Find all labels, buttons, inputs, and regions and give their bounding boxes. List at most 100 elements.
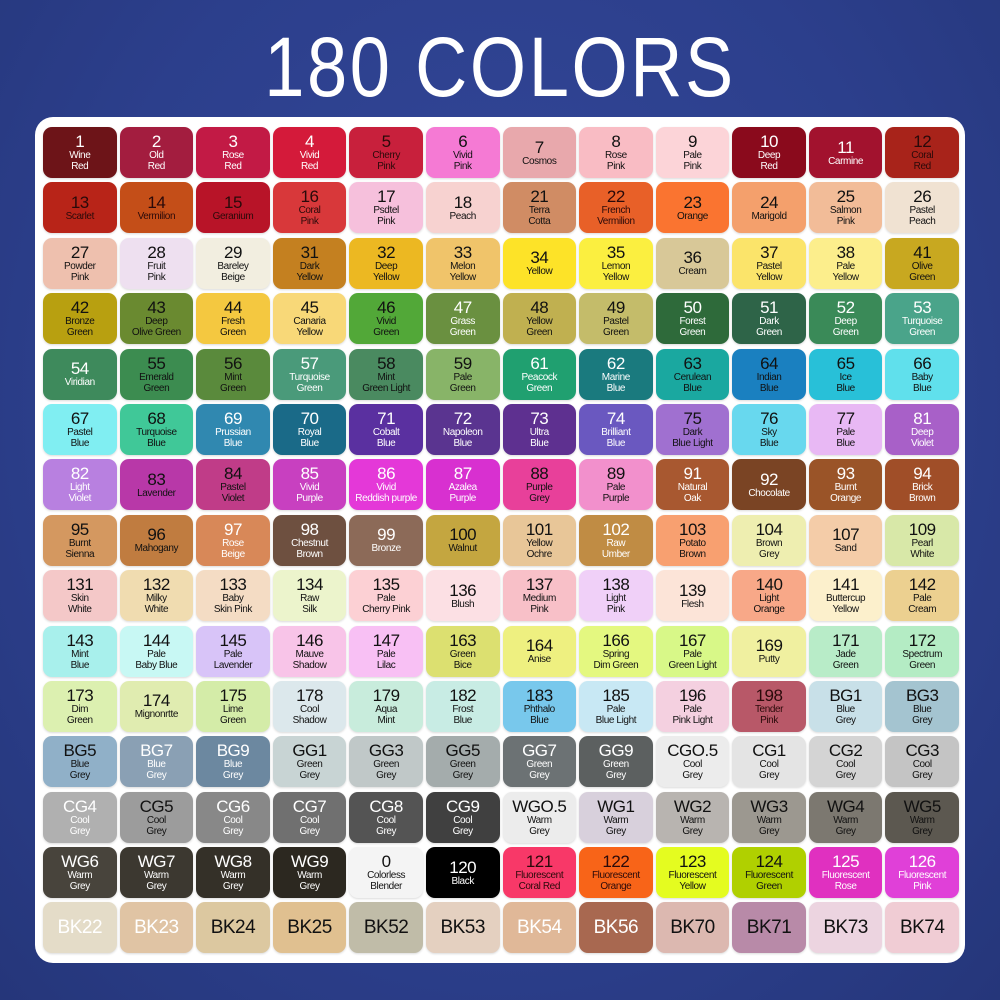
color-swatch: 182 Frost Blue bbox=[425, 680, 500, 732]
color-swatch: 141 Buttercup Yellow bbox=[808, 570, 883, 622]
color-swatch: 121 Fluorescent Coral Red bbox=[502, 847, 577, 899]
color-swatch: 82 Light Violet bbox=[43, 459, 117, 511]
color-swatch: 7 Cosmos bbox=[502, 127, 577, 178]
color-swatch: 43 Deep Olive Green bbox=[119, 293, 194, 345]
swatch-name: Mint Blue bbox=[70, 648, 90, 671]
color-swatch: 63 Cerulean Blue bbox=[655, 348, 730, 400]
color-swatch: 38 Pale Yellow bbox=[808, 237, 883, 289]
swatch-name: Scarlet bbox=[65, 210, 95, 222]
swatch-name: Fluorescent Green bbox=[745, 870, 793, 893]
color-swatch: 9 Pale Pink bbox=[655, 127, 730, 178]
swatch-code: BK53 bbox=[440, 916, 485, 938]
color-swatch: 175 Lime Green bbox=[196, 680, 270, 732]
swatch-code: 138 bbox=[602, 575, 630, 595]
swatch-name: Blue Grey bbox=[222, 759, 243, 782]
swatch-name: Ice Blue bbox=[836, 371, 855, 394]
swatch-code: 52 bbox=[836, 298, 855, 318]
swatch-code: 29 bbox=[223, 242, 242, 262]
swatch-code: CG7 bbox=[292, 796, 327, 816]
swatch-name: Pale Blue bbox=[836, 426, 855, 449]
swatch-code: 37 bbox=[760, 242, 778, 262]
swatch-code: CGO.5 bbox=[667, 741, 718, 761]
swatch-name: Vivid Green bbox=[373, 316, 400, 339]
color-swatch: 163 Green Bice bbox=[425, 625, 500, 677]
color-swatch: BK24 bbox=[196, 902, 270, 954]
color-swatch: 25 Salmon Pink bbox=[808, 182, 883, 234]
swatch-code: 96 bbox=[147, 525, 166, 545]
color-swatch: 5 Cherry Pink bbox=[349, 127, 423, 178]
swatch-code: 85 bbox=[300, 464, 319, 484]
swatch-name: Medium Pink bbox=[522, 593, 557, 616]
swatch-name: Aqua Mint bbox=[375, 703, 397, 726]
color-swatch: BK52 bbox=[349, 902, 423, 954]
swatch-code: 7 bbox=[534, 137, 544, 157]
swatch-code: CG1 bbox=[752, 741, 786, 761]
swatch-name: Mauve Shadow bbox=[292, 648, 327, 671]
swatch-name: Dim Green bbox=[66, 703, 93, 726]
swatch-code: BK52 bbox=[363, 916, 409, 938]
color-swatch: 64 Indian Blue bbox=[732, 348, 806, 400]
swatch-code: 142 bbox=[908, 575, 936, 595]
swatch-code: 178 bbox=[296, 685, 323, 705]
swatch-name: Milky White bbox=[144, 593, 169, 616]
swatch-code: 121 bbox=[525, 852, 553, 872]
color-swatch: CG8 Cool Grey bbox=[349, 791, 423, 843]
color-swatch: 147 Pale Lilac bbox=[349, 625, 423, 677]
swatch-name: Blue Grey bbox=[146, 759, 167, 782]
swatch-name: Pale Pink Light bbox=[672, 703, 713, 726]
swatch-name: Burnt Orange bbox=[830, 482, 862, 505]
swatch-code: 174 bbox=[142, 691, 170, 711]
swatch-name: Emerald Green bbox=[139, 371, 174, 394]
swatch-name: Fluorescent Orange bbox=[591, 870, 640, 893]
color-swatch: 173 Dim Green bbox=[43, 680, 117, 732]
color-swatch: BG7 Blue Grey bbox=[119, 736, 194, 788]
swatch-code: 65 bbox=[836, 353, 855, 373]
swatch-name: Warm Grey bbox=[220, 870, 246, 893]
swatch-name: Vivid Pink bbox=[452, 150, 473, 172]
color-swatch: CG9 Cool Grey bbox=[425, 791, 500, 843]
swatch-code: 32 bbox=[377, 242, 396, 262]
color-swatch: 51 Dark Green bbox=[732, 293, 806, 345]
color-swatch: BK23 bbox=[119, 902, 194, 954]
swatch-name: Green Grey bbox=[526, 759, 553, 782]
swatch-code: 16 bbox=[300, 187, 319, 207]
swatch-name: Bareley Beige bbox=[217, 260, 249, 283]
swatch-name: Black bbox=[451, 875, 474, 887]
color-swatch: 131 Skin White bbox=[43, 570, 117, 622]
color-swatch: 86 Vivid Reddish purple bbox=[349, 459, 423, 511]
swatch-name: Fluorescent Rose bbox=[821, 870, 870, 893]
color-swatch: 132 Milky White bbox=[119, 570, 194, 622]
swatch-code: 87 bbox=[453, 464, 472, 484]
color-swatch: 126 Fluorescent Pink bbox=[885, 847, 959, 899]
swatch-name: Natural Oak bbox=[677, 482, 708, 505]
color-swatch: 28 Fruit Pink bbox=[119, 237, 194, 289]
swatch-code: 86 bbox=[377, 464, 396, 484]
color-swatch: 143 Mint Blue bbox=[43, 625, 117, 677]
color-swatch: 13 Scarlet bbox=[43, 182, 117, 234]
swatch-name: Rose Red bbox=[222, 150, 244, 172]
swatch-code: 183 bbox=[525, 685, 553, 705]
swatch-code: 17 bbox=[377, 187, 396, 207]
swatch-code: BK70 bbox=[670, 916, 715, 938]
swatch-name: Warm Grey bbox=[603, 814, 629, 837]
swatch-name: Vivid Red bbox=[299, 150, 320, 172]
color-swatch: BG5 Blue Grey bbox=[43, 736, 117, 788]
color-swatch: 36 Cream bbox=[655, 237, 730, 289]
swatch-code: 139 bbox=[679, 580, 706, 600]
color-swatch: 31 Dark Yellow bbox=[272, 237, 347, 289]
swatch-code: WG6 bbox=[61, 852, 99, 872]
swatch-name: Warm Grey bbox=[526, 814, 552, 837]
swatch-code: BK73 bbox=[823, 916, 868, 938]
swatch-name: Grass Green bbox=[449, 316, 476, 339]
swatch-name: Cool Grey bbox=[376, 814, 397, 837]
swatch-code: 141 bbox=[832, 575, 860, 595]
swatch-code: 57 bbox=[300, 353, 319, 373]
swatch-code: BK24 bbox=[210, 916, 256, 938]
color-swatch: 104 Brown Grey bbox=[732, 514, 806, 566]
swatch-name: Mint Green bbox=[220, 371, 246, 394]
swatch-code: 6 bbox=[458, 132, 468, 151]
swatch-name: Cool Shadow bbox=[292, 703, 327, 726]
swatch-code: 5 bbox=[381, 132, 391, 151]
swatch-code: 66 bbox=[913, 353, 932, 373]
swatch-name: Light Orange bbox=[753, 593, 785, 616]
